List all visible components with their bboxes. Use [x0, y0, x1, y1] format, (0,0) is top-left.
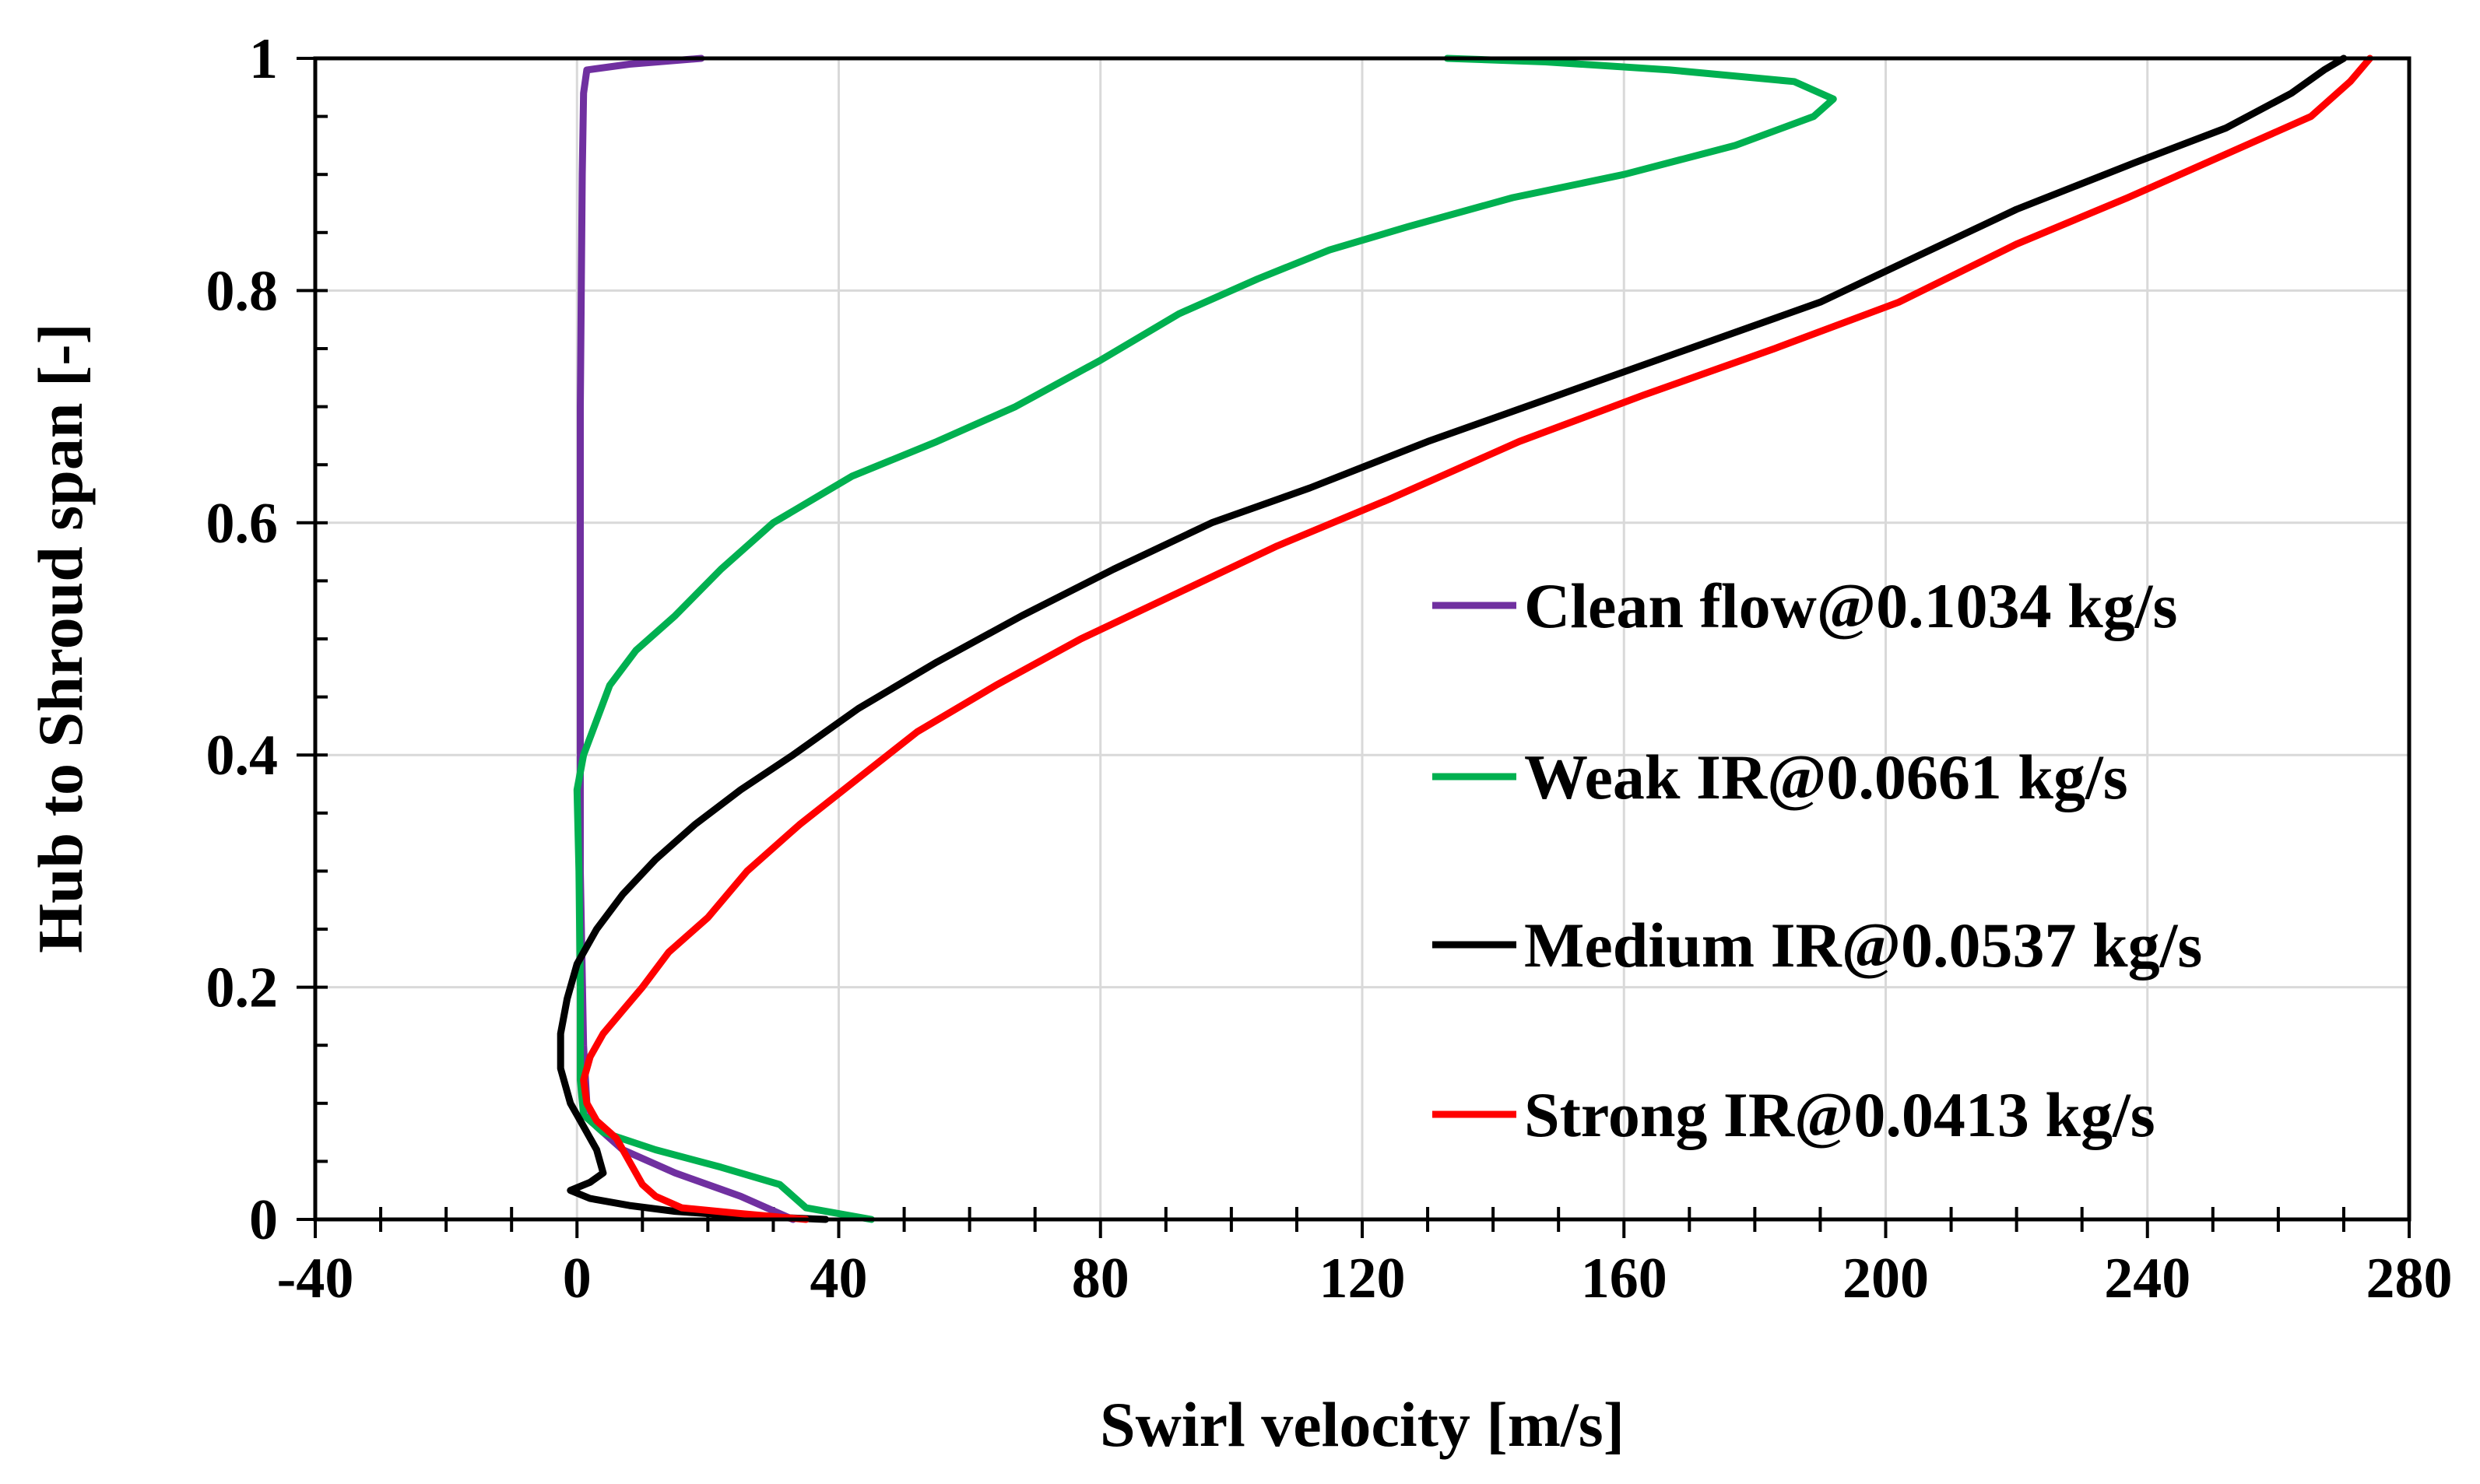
x-tick-label: 200 [1842, 1247, 1929, 1310]
legend-label-3: Strong IR@0.0413 kg/s [1524, 1079, 2155, 1150]
legend-label-1: Weak IR@0.0661 kg/s [1524, 742, 2128, 812]
x-tick-label: 160 [1581, 1247, 1667, 1310]
y-tick-label: 0 [249, 1188, 278, 1252]
grid-lines [315, 58, 2409, 1219]
x-tick-label: -40 [277, 1247, 354, 1310]
minor-ticks [297, 57, 2411, 1238]
legend: Clean flow@0.1034 kg/s Weak IR@0.0661 kg/… [1432, 570, 2202, 1150]
x-tick-label: 240 [2104, 1247, 2190, 1310]
x-tick-label: 40 [810, 1247, 868, 1310]
series-line-3 [580, 54, 2374, 1223]
series-layer [557, 54, 2374, 1223]
x-tick-labels: -40 0 40 80 120 160 200 240 280 [277, 1247, 2453, 1310]
y-tick-label: 0.4 [206, 724, 279, 788]
y-tick-label: 1 [249, 27, 278, 91]
y-tick-label: 0.8 [206, 259, 279, 323]
y-tick-label: 0.2 [206, 956, 279, 1020]
legend-label-0: Clean flow@0.1034 kg/s [1524, 570, 2177, 641]
x-axis-title: Swirl velocity [m/s] [1100, 1389, 1625, 1460]
x-tick-label: 80 [1072, 1247, 1129, 1310]
x-tick-label: 280 [2366, 1247, 2453, 1310]
y-tick-labels: 0 0.2 0.4 0.6 0.8 1 [206, 27, 279, 1252]
x-tick-label: 0 [563, 1247, 592, 1310]
y-tick-label: 0.6 [206, 492, 279, 556]
y-axis-title: Hub to Shroud span [-] [25, 323, 96, 953]
x-tick-label: 120 [1319, 1247, 1406, 1310]
series-line-2 [557, 54, 2348, 1223]
plot-frame [313, 56, 2412, 1222]
legend-label-2: Medium IR@0.0537 kg/s [1524, 910, 2202, 981]
